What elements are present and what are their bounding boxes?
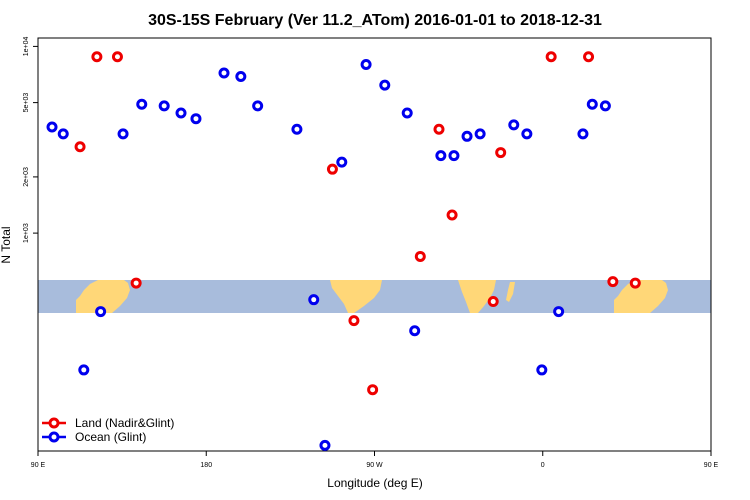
data-point-ocean [536,364,548,376]
map-background-band [38,280,711,313]
data-point-land [495,147,507,159]
legend: Land (Nadir&Glint) Ocean (Glint) [42,416,174,444]
data-point-ocean [190,113,202,125]
y-tick-label: 5e+03 [23,93,30,113]
legend-label-ocean: Ocean (Glint) [75,430,146,444]
data-point-land [414,250,426,262]
data-point-ocean [401,107,413,119]
data-point-land [130,277,142,289]
y-tick-label: 2e+03 [23,167,30,187]
x-tick-label: 90 E [704,462,719,469]
data-point-land [446,209,458,221]
data-point-ocean [360,58,372,70]
chart-title: 30S-15S February (Ver 11.2_ATom) 2016-01… [148,12,602,29]
x-tick-label: 90 W [366,462,383,469]
data-point-ocean [46,121,58,133]
data-point-land [583,51,595,63]
data-point-land [545,51,557,63]
land-south-america [330,280,382,313]
legend-marker-ocean [48,431,60,443]
data-point-ocean [319,439,331,451]
legend-marker-land [48,417,60,429]
y-axis-label: N Total [0,226,13,263]
x-axis-ticks: 90 E 180 90 W 0 90 E [31,451,719,469]
data-point-land [607,276,619,288]
data-point-ocean [474,128,486,140]
data-point-land [74,141,86,153]
data-point-ocean [435,150,447,162]
data-point-ocean [308,294,320,306]
data-point-land [367,384,379,396]
data-point-land [629,277,641,289]
data-point-ocean [175,107,187,119]
land-madagascar [506,282,515,302]
data-point-ocean [599,100,611,112]
data-point-land [326,163,338,175]
data-point-land [111,51,123,63]
y-axis-ticks: 1e+03 2e+03 5e+03 1e+04 [23,36,38,243]
data-point-ocean [78,364,90,376]
land-africa [458,280,496,313]
data-points [46,51,641,451]
data-point-ocean [336,156,348,168]
data-point-ocean [252,100,264,112]
data-point-land [487,296,499,308]
data-point-ocean [95,306,107,318]
data-point-ocean [158,100,170,112]
x-tick-label: 90 E [31,462,46,469]
data-point-ocean [136,98,148,110]
x-tick-label: 0 [541,462,545,469]
legend-label-land: Land (Nadir&Glint) [75,416,174,430]
data-point-ocean [235,70,247,82]
series-ocean [46,58,611,451]
y-tick-label: 1e+03 [23,223,30,243]
y-tick-label: 1e+04 [23,36,30,56]
data-point-ocean [448,150,460,162]
data-point-ocean [586,98,598,110]
series-land [74,51,641,396]
data-point-land [433,123,445,135]
data-point-ocean [409,325,421,337]
x-tick-label: 180 [200,462,212,469]
land-australia-1 [76,280,130,313]
data-point-ocean [521,128,533,140]
data-point-ocean [379,79,391,91]
data-point-land [91,51,103,63]
data-point-land [348,315,360,327]
data-point-ocean [218,67,230,79]
data-point-ocean [461,130,473,142]
data-point-ocean [57,128,69,140]
data-point-ocean [291,123,303,135]
data-point-ocean [508,119,520,131]
data-point-ocean [117,128,129,140]
data-point-ocean [577,128,589,140]
data-point-ocean [553,306,565,318]
x-axis-label: Longitude (deg E) [327,476,422,490]
land-australia-2 [614,280,668,313]
